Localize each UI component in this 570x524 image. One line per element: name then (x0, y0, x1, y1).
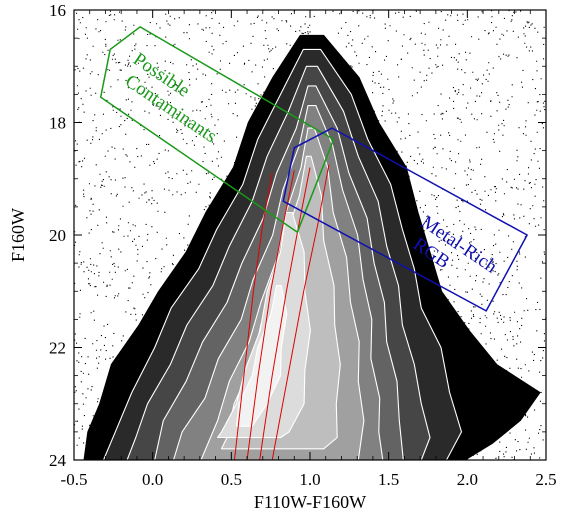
x-tick-label: 2.5 (535, 470, 556, 489)
metal-rich-rgb-box (282, 127, 529, 312)
isochrone-4 (271, 164, 330, 460)
x-tick-label: 0.0 (142, 470, 163, 489)
x-axis-label: F110W-F160W (254, 492, 366, 512)
x-tick-label: 1.0 (299, 470, 320, 489)
isochrone-1 (234, 173, 273, 460)
y-axis-label: F160W (8, 208, 28, 262)
density-contours (83, 34, 541, 460)
y-tick-label: 16 (49, 1, 66, 20)
selection-boxes (99, 26, 529, 312)
x-tick-label: 2.0 (457, 470, 478, 489)
x-tick-label: -0.5 (61, 470, 88, 489)
y-tick-label: 24 (49, 451, 67, 470)
y-tick-label: 22 (49, 339, 66, 358)
contaminants-box (99, 26, 335, 234)
isochrone-3 (259, 167, 311, 460)
y-tick-label: 18 (49, 114, 66, 133)
x-tick-label: 0.5 (221, 470, 242, 489)
isochrone-lines (234, 164, 330, 460)
x-tick-label: 1.5 (378, 470, 399, 489)
density-level-9 (235, 285, 288, 427)
plot-area (74, 10, 546, 460)
axis-ticks: -0.5 0.0 0.5 1.0 1.5 2.0 2.5 16 18 20 22 24 (49, 1, 557, 489)
isochrone-2 (246, 170, 295, 460)
y-tick-label: 20 (49, 226, 66, 245)
